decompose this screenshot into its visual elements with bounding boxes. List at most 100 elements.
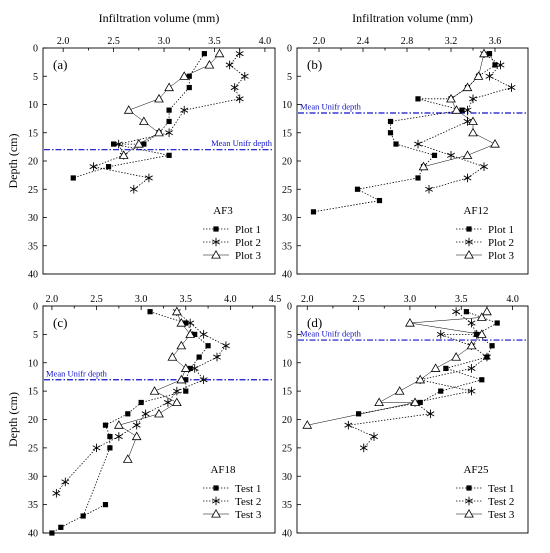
data-point — [302, 420, 313, 429]
data-point — [166, 107, 172, 113]
data-point — [387, 118, 394, 125]
data-point — [122, 454, 133, 463]
data-point — [310, 209, 317, 215]
panel-af25: 2.0 2.5 3.0 3.5 4.0 0 5 10 15 20 25 30 35 40 (d)Mean U… — [282, 294, 529, 540]
data-point — [462, 82, 473, 92]
legend-marker — [466, 485, 472, 491]
legend-label: Test 2 — [235, 496, 261, 508]
data-point — [452, 307, 461, 316]
data-point — [451, 105, 462, 114]
data-point — [125, 411, 131, 417]
data-point — [240, 71, 249, 81]
data-point — [235, 94, 244, 104]
data-point — [199, 330, 208, 339]
data-point — [447, 151, 455, 160]
data-point — [113, 420, 124, 429]
data-point — [171, 306, 182, 316]
data-point — [166, 118, 172, 125]
legend-label: Plot 1 — [488, 224, 514, 236]
y-tick-label: 10 — [28, 358, 38, 369]
mean-depth-label: Mean Unifr depth — [211, 138, 273, 148]
legend-marker — [213, 226, 219, 232]
y-tick-label: 35 — [28, 500, 38, 511]
data-point — [199, 375, 208, 385]
data-point — [164, 82, 174, 92]
x-tick-label: 2.8 — [401, 36, 414, 47]
data-point — [485, 71, 494, 81]
data-point — [183, 320, 189, 326]
data-point — [172, 386, 181, 396]
legend-label: Plot 2 — [235, 237, 261, 249]
data-point — [225, 60, 234, 70]
y-tick-label: 35 — [282, 500, 292, 511]
data-point — [482, 306, 492, 316]
data-point — [176, 318, 187, 327]
data-point — [468, 127, 478, 137]
data-point — [129, 184, 138, 194]
y-tick-label: 10 — [282, 358, 292, 369]
data-point — [166, 152, 172, 158]
data-point — [196, 354, 202, 360]
data-point — [459, 107, 465, 113]
panel-af18: 2.0 2.5 3.0 3.5 4.0 4.5 0 5 10 15 20 25 30 35 40 Depth … — [6, 294, 281, 540]
y-axis-label: Depth (cm) — [6, 392, 20, 447]
y-tick-label: 40 — [282, 529, 292, 540]
series-line — [423, 53, 496, 167]
series-line — [307, 311, 488, 426]
data-point — [415, 96, 421, 102]
series-line — [123, 53, 220, 156]
y-tick-label: 25 — [282, 443, 292, 454]
x-tick-label: 2.0 — [57, 36, 70, 47]
data-point — [376, 197, 383, 204]
panel-af12: 2.0 2.4 2.8 3.2 3.6 0 5 10 15 20 25 30 35 40 Infiltrat… — [282, 11, 529, 281]
data-point — [107, 445, 113, 451]
data-point — [186, 73, 192, 79]
series-line — [416, 53, 513, 190]
data-point — [430, 363, 441, 372]
series-line — [358, 311, 499, 415]
data-point — [467, 386, 476, 396]
data-point — [213, 352, 221, 362]
data-point — [107, 433, 113, 440]
data-point — [507, 83, 516, 92]
data-point — [473, 71, 484, 80]
data-point — [463, 173, 472, 183]
mean-depth-label: Mean Unifr depth — [300, 101, 362, 111]
data-point — [394, 386, 405, 395]
panel-label: (c) — [53, 315, 67, 330]
legend-marker — [213, 485, 219, 491]
series-plot-3 — [118, 48, 225, 159]
data-point — [344, 420, 353, 430]
data-point — [183, 377, 189, 383]
y-tick-label: 5 — [33, 330, 38, 341]
data-point — [431, 152, 438, 158]
data-point — [138, 116, 149, 125]
data-point — [476, 312, 487, 321]
data-point — [469, 94, 477, 104]
data-point — [58, 524, 64, 530]
mean-depth-label: Mean Unifr depth — [300, 329, 362, 339]
data-point — [52, 488, 61, 498]
x-tick-label: 4.0 — [224, 294, 237, 305]
data-point — [205, 343, 211, 349]
data-point — [476, 329, 487, 338]
y-tick-label: 25 — [28, 443, 38, 454]
data-point — [118, 150, 129, 159]
data-point — [359, 443, 368, 453]
data-point — [418, 161, 429, 171]
data-point — [123, 105, 134, 114]
data-point — [102, 502, 109, 508]
series-line — [118, 311, 191, 460]
series-line — [51, 311, 209, 534]
data-point — [154, 408, 164, 418]
data-point — [486, 51, 493, 57]
data-point — [463, 105, 472, 115]
panel-label: (d) — [307, 315, 322, 330]
legend-title: AF3 — [213, 205, 233, 217]
panel-label: (a) — [53, 57, 67, 72]
legend-marker — [212, 496, 220, 506]
y-tick-label: 15 — [282, 387, 292, 398]
